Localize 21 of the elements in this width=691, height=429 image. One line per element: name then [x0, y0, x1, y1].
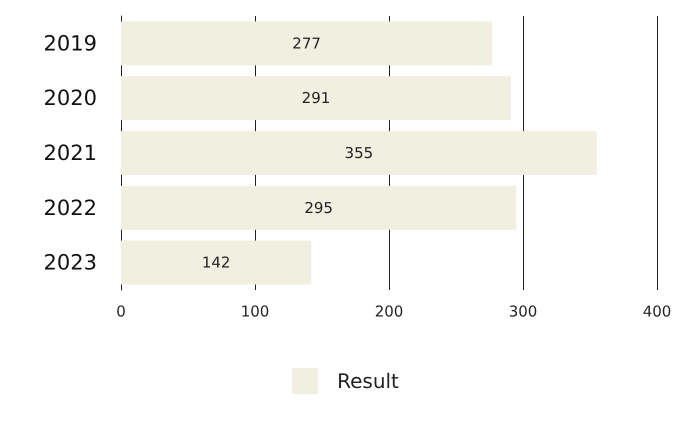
y-tick-label: 2021 — [44, 141, 97, 165]
bar — [121, 21, 492, 66]
data-label: 142 — [202, 254, 230, 272]
x-tick-label: 200 — [374, 302, 404, 320]
y-tick-label: 2023 — [44, 250, 97, 275]
data-label: 355 — [344, 144, 374, 162]
legend-label: Result — [337, 369, 400, 393]
x-tick-label: 300 — [508, 302, 538, 320]
y-tick-label: 2022 — [44, 196, 97, 220]
bar — [121, 186, 516, 230]
y-tick-label: 2019 — [44, 31, 97, 56]
y-tick-label: 2020 — [44, 86, 97, 110]
data-label: 291 — [302, 89, 330, 108]
data-label: 295 — [304, 198, 333, 217]
bar — [121, 76, 511, 120]
x-tick-label: 0 — [116, 302, 126, 320]
x-tick-label: 100 — [240, 302, 270, 320]
bar — [121, 240, 312, 285]
x-tick-label: 400 — [642, 302, 672, 320]
bar — [121, 131, 597, 175]
data-label: 277 — [292, 34, 321, 52]
